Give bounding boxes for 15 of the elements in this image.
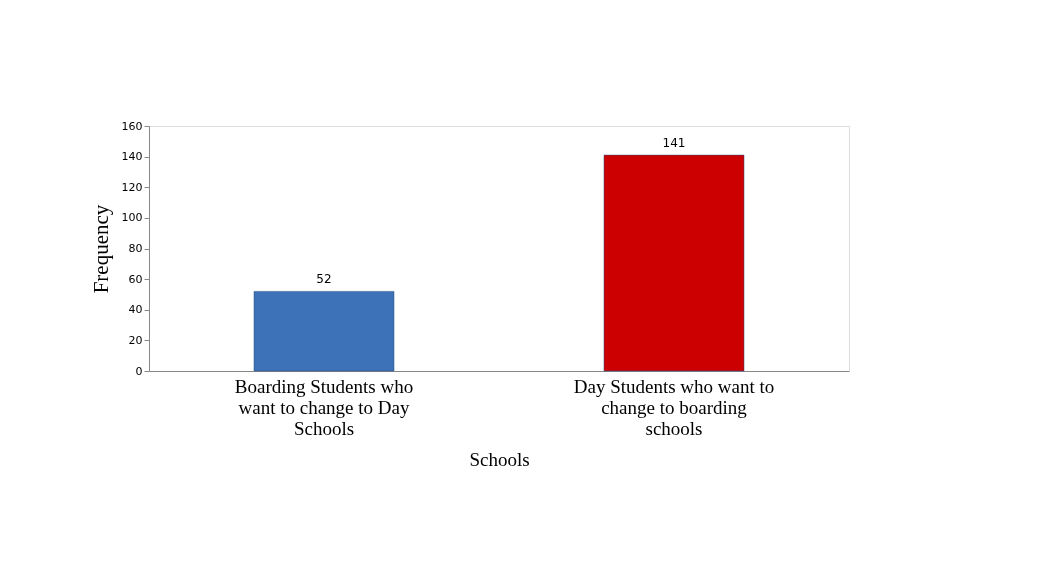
y-tick-label: 20 [128,333,143,347]
y-tick-label: 160 [121,119,143,133]
y-tick-label: 60 [128,272,143,286]
y-tick-label: 100 [121,211,143,225]
x-axis-title: Schools [469,448,530,470]
y-tick-label: 0 [135,364,143,378]
y-tick-label: 80 [128,242,143,255]
y-tick-label: 120 [121,180,143,194]
y-axis-title: Frequency [88,204,113,294]
x-tick-label: Boarding Students who want to change to Day Schools [234,375,414,439]
data-label: 52 [316,272,332,287]
y-tick-label: 140 [121,150,143,164]
x-tick-label: Day Students who want to change to boarding schools [573,375,775,439]
y-tick-label: 40 [128,303,143,317]
data-label: 141 [662,136,686,151]
